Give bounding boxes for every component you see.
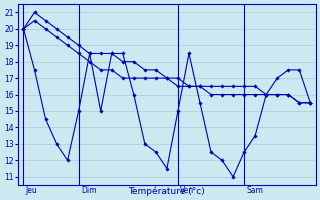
Text: Jeu: Jeu bbox=[26, 186, 37, 195]
Text: Sam: Sam bbox=[246, 186, 263, 195]
Text: Ven: Ven bbox=[180, 186, 194, 195]
X-axis label: Température (°c): Température (°c) bbox=[129, 186, 205, 196]
Text: Dim: Dim bbox=[81, 186, 96, 195]
